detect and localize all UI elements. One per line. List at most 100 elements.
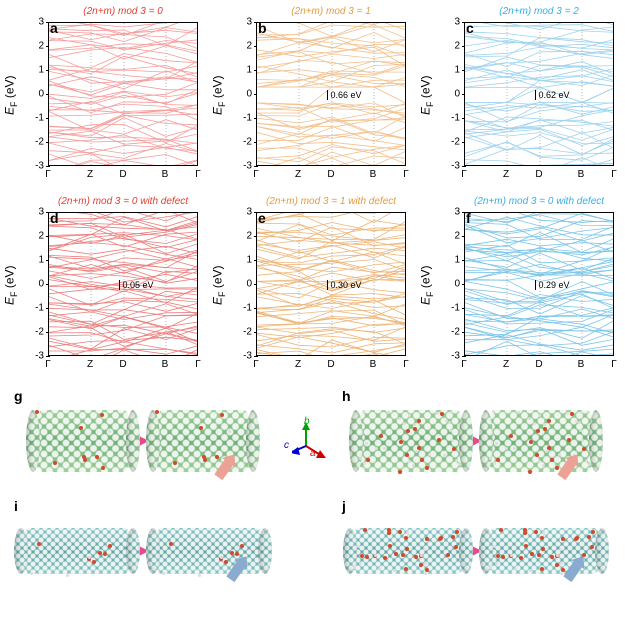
atom-h [30,572,33,575]
panel-title: (2n+m) mod 3 = 0 [48,6,198,17]
atom-h [594,426,597,429]
atom-h [464,426,467,429]
y-tick-label: -2 [243,137,252,148]
atom-h [362,410,365,413]
panel-letter: h [342,388,351,404]
band-panel-d: (2n+m) mod 3 = 0 with defectdEF (eV)-3-2… [0,190,208,380]
atom-h [560,562,563,565]
atom-o [224,560,228,564]
x-ticks: ΓZDBΓ [48,357,198,371]
figure: (2n+m) mod 3 = 0aEF (eV)-3-2-10123ΓZDBΓ(… [0,0,625,614]
atom-o [401,553,405,557]
spacer [278,496,336,606]
atom-o [399,440,403,444]
atom-h [538,460,541,463]
y-tick-label: 1 [246,65,252,76]
band-row-1: (2n+m) mod 3 = 0aEF (eV)-3-2-10123ΓZDBΓ(… [0,0,625,190]
y-ticks: -3-2-10123 [434,22,462,166]
panel-title: (2n+m) mod 3 = 0 with defect [464,196,614,207]
atom-o [523,528,527,532]
atom-o [425,537,429,541]
atom-h [413,423,416,426]
atom-h [458,463,461,466]
atom-o [247,440,251,444]
nanotube [153,528,265,574]
atom-h [88,556,91,559]
atom-h [558,453,561,456]
atom-h [529,569,532,572]
x-ticks: ΓZDBΓ [48,167,198,181]
x-tick-label: Z [295,169,301,180]
atom-h [585,459,588,462]
nanotube [356,410,466,472]
y-tick-label: -3 [451,161,460,172]
y-axis-label: EF (eV) [4,0,18,190]
y-tick-label: 3 [454,17,460,28]
atom-h [407,534,410,537]
gap-annotation: 0.29 eV [535,278,570,290]
atom-h [423,548,426,551]
atom-o [98,551,102,555]
x-ticks: ΓZDBΓ [464,167,614,181]
y-axis-label: EF (eV) [212,190,226,380]
atom-o [496,554,500,558]
atom-h [387,411,390,414]
atom-o [534,530,538,534]
nanotube [33,410,133,472]
atom-o [406,429,410,433]
x-tick-label: D [119,359,126,370]
y-ticks: -3-2-10123 [18,212,46,356]
atom-o [465,532,469,536]
pointer-arrow-icon [225,552,253,582]
x-tick-label: Z [503,169,509,180]
y-tick-label: 3 [246,17,252,28]
atom-o [567,438,571,442]
molecular-row: g a b chij [0,380,625,614]
atom-o [455,530,459,534]
y-tick-label: -3 [243,161,252,172]
atom-o [541,547,545,551]
band-panel-f: (2n+m) mod 3 = 0 with defectfEF (eV)-3-2… [416,190,624,380]
x-tick-label: Z [87,169,93,180]
y-tick-label: 1 [38,65,44,76]
atom-h [493,545,496,548]
atom-h [357,545,360,548]
atom-o [215,455,219,459]
atom-h [412,464,415,467]
atom-h [455,459,458,462]
x-tick-label: Γ [461,359,467,370]
atom-h [424,562,427,565]
atom-h [559,548,562,551]
atom-h [556,554,559,557]
atom-o [240,544,244,548]
atom-o [425,466,429,470]
atom-h [424,572,427,575]
panel-letter: f [466,210,471,226]
atom-h [457,424,460,427]
nanotube [153,410,253,472]
y-ticks: -3-2-10123 [226,22,254,166]
atom-o [101,466,105,470]
atom-h [383,447,386,450]
atom-o [591,530,595,534]
panel-title: (2n+m) mod 3 = 1 with defect [256,196,406,207]
atom-h [408,414,411,417]
atom-h [578,421,581,424]
panel-letter: i [14,498,18,514]
y-tick-label: 0 [246,89,252,100]
atom-h [393,569,396,572]
atom-o [536,429,540,433]
atom-h [359,562,362,565]
atom-o [547,419,551,423]
y-tick-label: -3 [35,161,44,172]
atom-o [398,470,402,474]
atom-h [443,454,446,457]
atom-h [510,554,513,557]
atom-o [437,438,441,442]
gap-annotation: 0.05 eV [119,278,154,290]
atom-h [448,421,451,424]
y-tick-label: 1 [38,255,44,266]
atom-h [408,460,411,463]
y-axis-label: EF (eV) [4,190,18,380]
atom-o [388,544,392,548]
